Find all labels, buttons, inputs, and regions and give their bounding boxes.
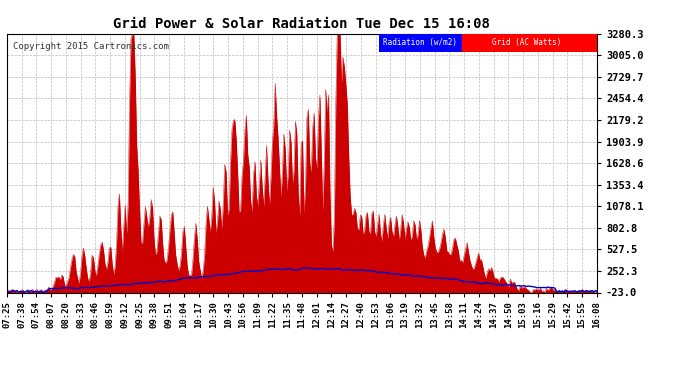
Text: Copyright 2015 Cartronics.com: Copyright 2015 Cartronics.com xyxy=(13,42,168,51)
Title: Grid Power & Solar Radiation Tue Dec 15 16:08: Grid Power & Solar Radiation Tue Dec 15 … xyxy=(113,17,491,31)
